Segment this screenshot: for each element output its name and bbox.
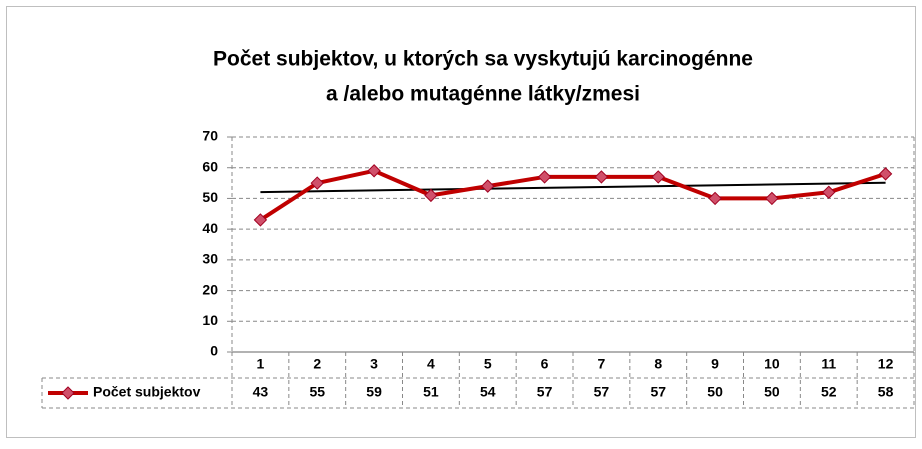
data-point [708, 191, 722, 206]
data-point [367, 164, 381, 178]
data-point [651, 170, 665, 184]
data-table-value: 52 [821, 384, 837, 400]
data-table-value: 57 [594, 384, 610, 400]
x-tick-label: 12 [878, 356, 894, 372]
y-tick-label: 40 [202, 220, 218, 236]
data-point [481, 179, 495, 193]
data-point [537, 170, 552, 184]
trendline [260, 181, 886, 194]
x-tick-label: 3 [370, 356, 378, 372]
chart-title: Počet subjektov, u ktorých sa vyskytujú … [213, 48, 753, 71]
data-point [822, 185, 836, 199]
x-tick-label: 5 [484, 356, 492, 372]
data-table-value: 55 [309, 384, 325, 400]
x-tick-label: 4 [427, 356, 435, 372]
data-point [765, 191, 779, 206]
y-tick-label: 20 [202, 281, 218, 297]
y-tick-label: 10 [202, 312, 218, 328]
y-tick-label: 70 [202, 128, 218, 144]
y-tick-label: 60 [202, 158, 218, 174]
data-table-value: 57 [650, 384, 666, 400]
y-tick-label: 0 [210, 343, 218, 359]
data-point [310, 176, 324, 190]
data-table-value: 59 [366, 384, 382, 400]
x-tick-label: 9 [711, 356, 719, 372]
x-tick-label: 6 [541, 356, 549, 372]
data-table-value: 51 [423, 384, 439, 400]
data-point [594, 170, 609, 184]
data-line [259, 168, 887, 222]
legend-marker [61, 386, 75, 400]
chart-border [6, 6, 916, 438]
data-table-value: 50 [707, 384, 723, 400]
data-table-value: 58 [878, 384, 894, 400]
x-tick-label: 1 [257, 356, 265, 372]
data-table-value: 54 [480, 384, 496, 400]
data-point [253, 213, 268, 227]
data-table-value: 50 [764, 384, 780, 400]
x-tick-label: 11 [821, 356, 836, 372]
data-point [424, 188, 438, 203]
x-tick-label: 10 [764, 356, 780, 372]
y-tick-label: 30 [202, 251, 218, 267]
data-point [878, 167, 893, 181]
legend-label: Počet subjektov [93, 384, 201, 400]
x-tick-label: 8 [654, 356, 662, 372]
data-table-value: 43 [253, 384, 269, 400]
x-tick-label: 2 [313, 356, 321, 372]
y-tick-label: 50 [202, 189, 218, 205]
chart-title: a /alebo mutagénne látky/zmesi [326, 83, 640, 106]
x-tick-label: 7 [598, 356, 606, 372]
data-table-value: 57 [537, 384, 553, 400]
